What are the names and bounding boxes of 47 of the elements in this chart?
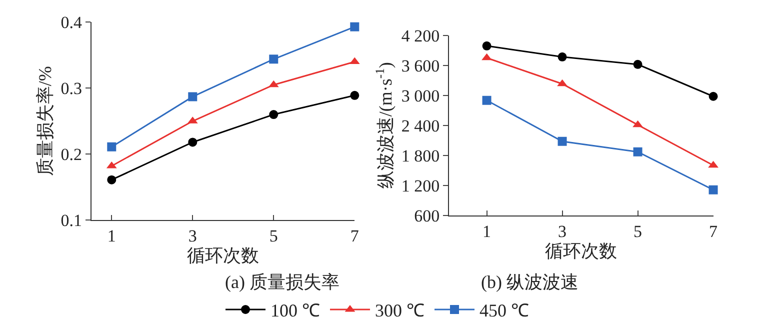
y-tick-label: 1 200 [401,176,440,196]
y-tick-label: 0.1 [60,211,82,230]
point [558,136,567,146]
text: (a) 质量损失率 [225,272,340,292]
legend-label: 100 ℃ [270,300,320,321]
point [708,160,718,168]
x-tick-label: 7 [350,226,360,246]
x-tick-label: 3 [558,222,567,241]
y-tick-label: 4 200 [401,26,440,46]
y-tick-label: 1 800 [401,146,440,166]
point [350,90,360,100]
point [350,22,360,32]
x-tick-label: 3 [188,226,197,246]
y-axis-title: 质量损失率/% [34,66,55,176]
y-tick-label: 0.4 [60,13,82,32]
x-tick-label: 1 [482,222,492,241]
x-axis-title: 循环次数 [545,240,618,261]
y-tick-label: 0.2 [60,145,82,164]
y-tick-label: 3 000 [401,86,440,106]
text: (b) 纵波波速 [481,272,578,292]
point [269,110,278,120]
legend-label: 450 ℃ [480,300,529,321]
y-tick-label: 3 600 [401,56,440,76]
point [482,96,492,105]
point [708,92,718,101]
point [107,175,116,184]
point [632,120,643,128]
y-tick-label: 2 400 [401,116,440,136]
x-tick-label: 1 [107,226,116,246]
x-tick-label: 5 [269,226,278,246]
point [482,41,492,50]
x-axis-title: 循环次数 [187,246,260,266]
point [188,92,198,102]
point [107,142,116,152]
point [482,53,492,60]
legend-label: 300 ℃ [375,300,424,321]
point [558,52,567,62]
point [557,79,568,86]
point [633,60,642,69]
point [269,54,278,64]
y-tick-label: 0.3 [60,79,82,98]
point [708,185,718,194]
point [188,138,198,147]
x-tick-label: 7 [709,222,718,241]
point [633,147,642,156]
y-tick-label: 600 [414,206,440,226]
x-tick-label: 5 [634,222,642,241]
